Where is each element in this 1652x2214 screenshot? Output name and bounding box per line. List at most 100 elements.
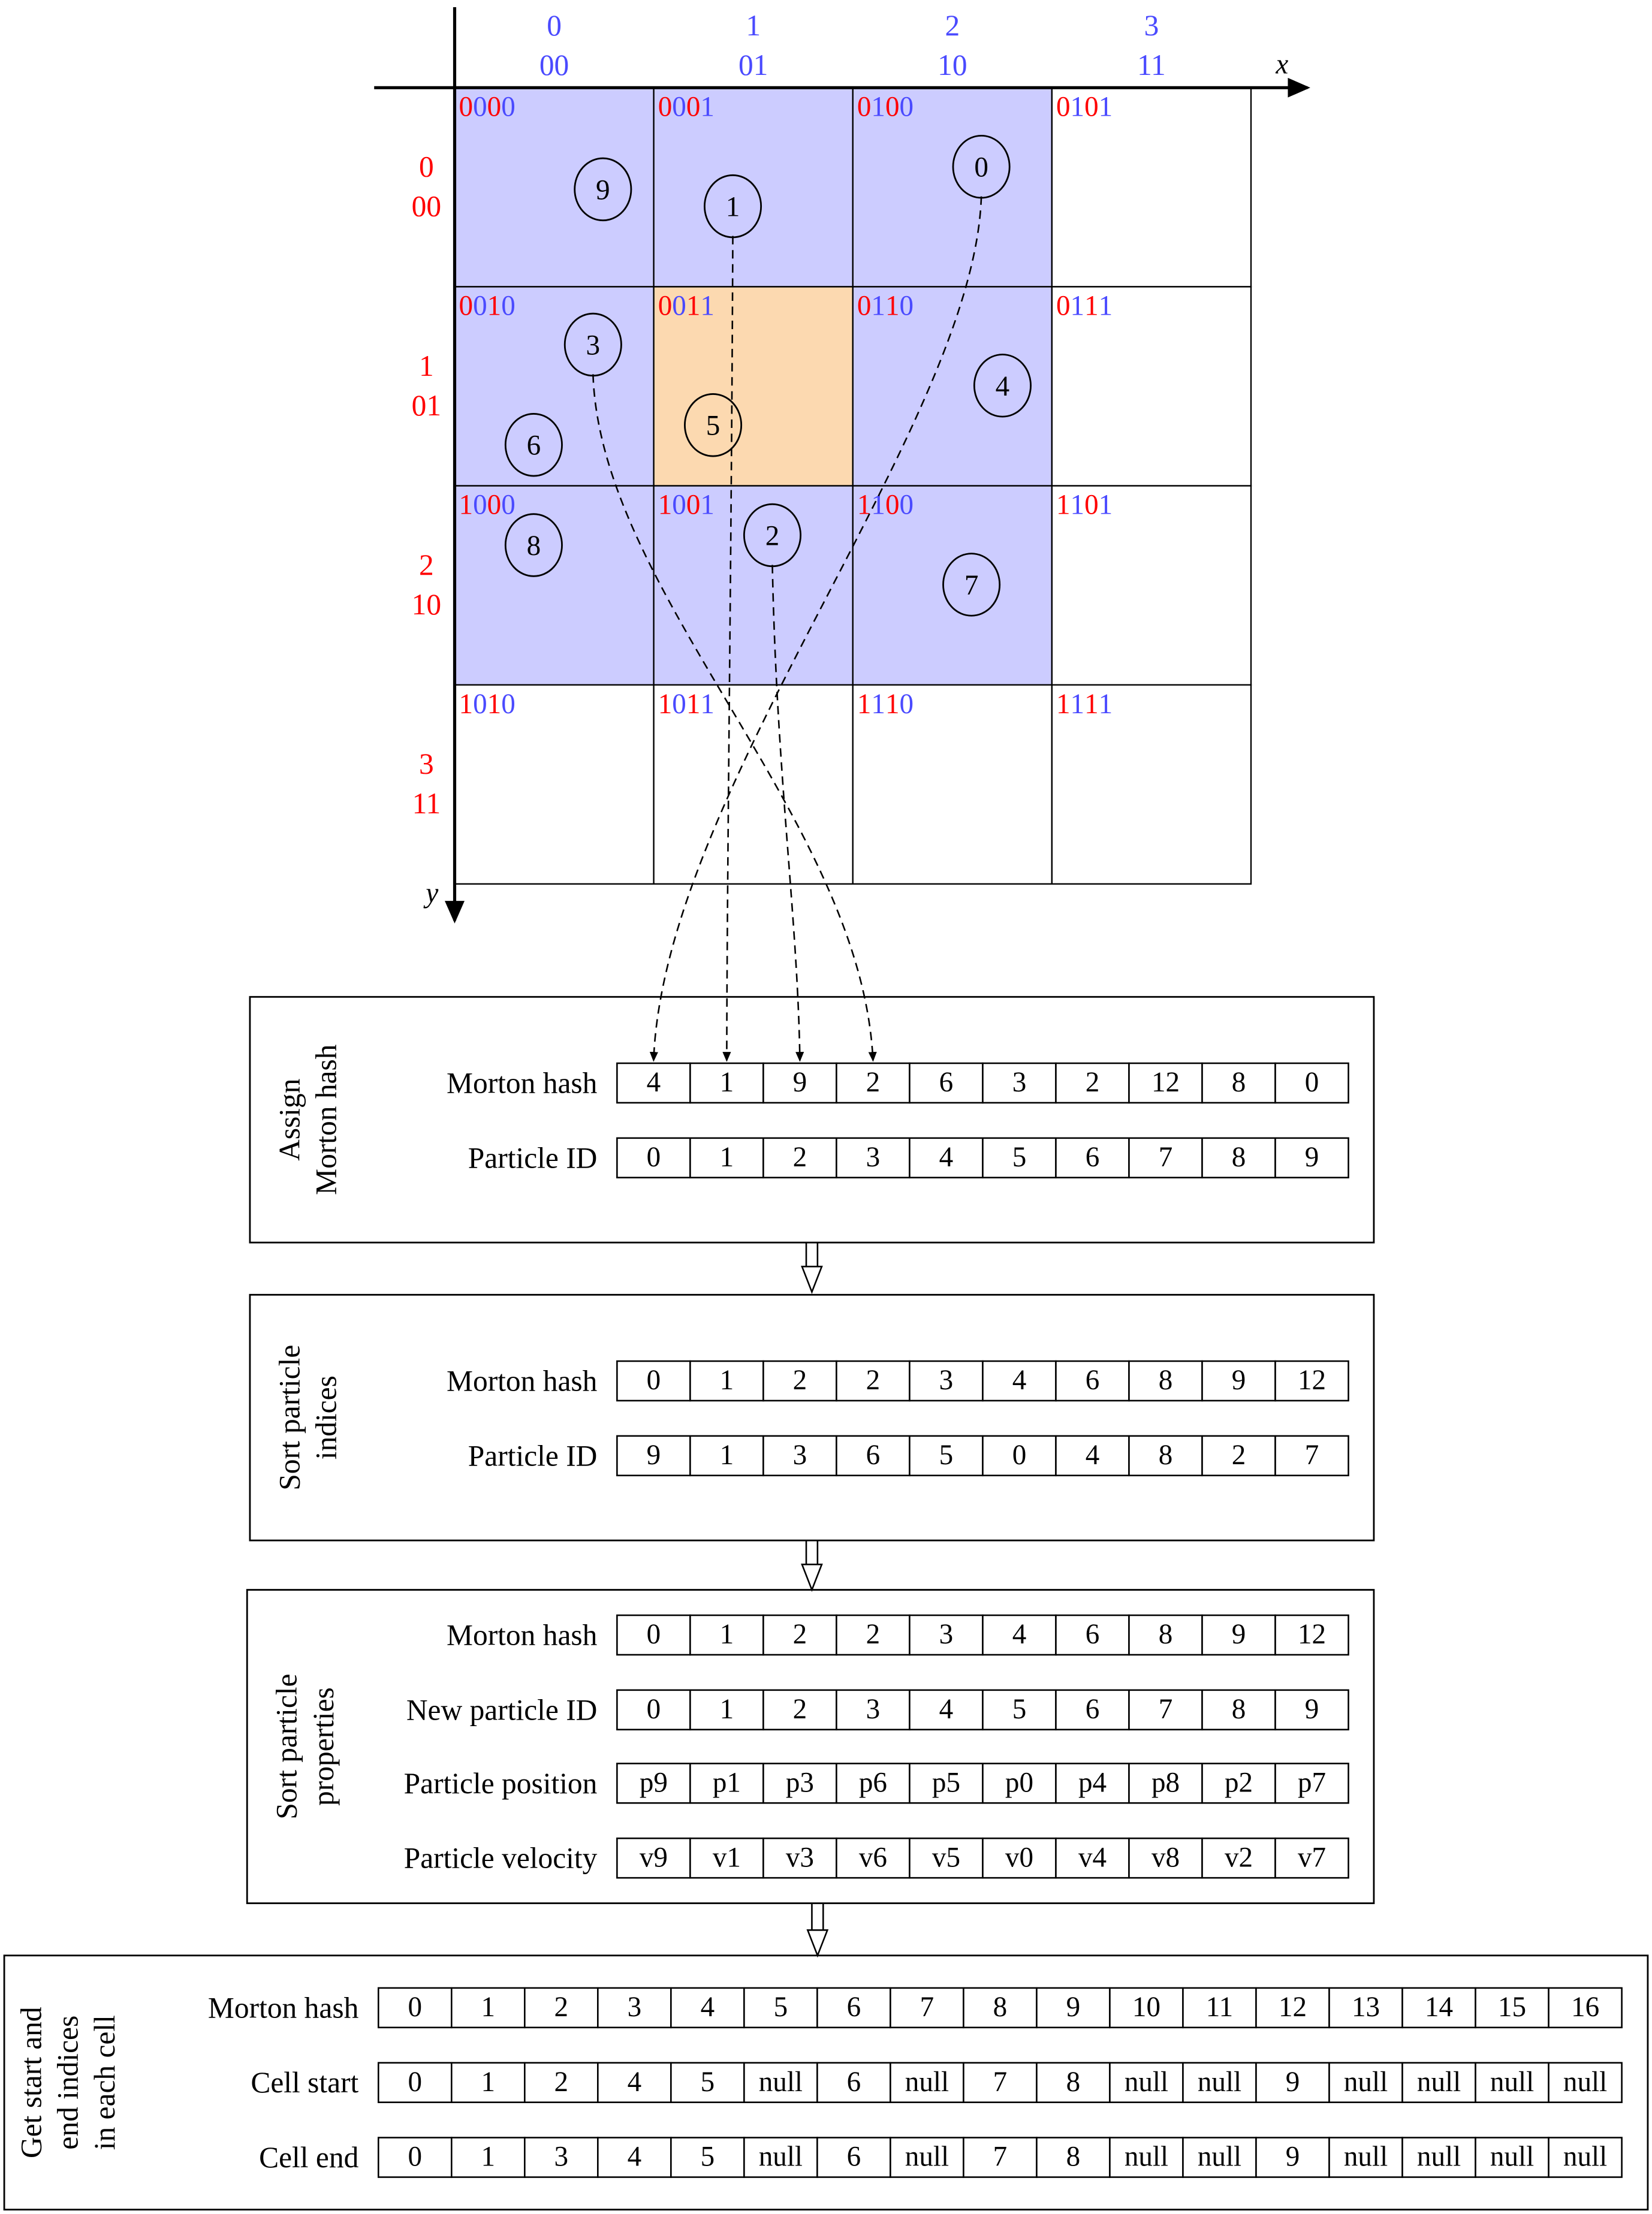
step-title: properties xyxy=(307,1687,340,1806)
particle: 5 xyxy=(684,393,743,457)
array-cell-value: v2 xyxy=(1225,1842,1253,1873)
x-bit: 1 xyxy=(871,91,885,122)
particle-circle xyxy=(743,503,802,568)
row-index-decimal: 1 xyxy=(419,349,434,382)
array-cell-value: 8 xyxy=(1159,1619,1173,1650)
array-cell-value: 12 xyxy=(1279,1992,1307,2023)
array-cell xyxy=(890,2062,964,2103)
array-cell-value: 8 xyxy=(1159,1440,1173,1471)
cell-morton-code: 1111 xyxy=(1056,689,1113,720)
array-cell-value: null xyxy=(1563,2067,1607,2098)
x-bit: 1 xyxy=(1099,291,1113,322)
array-cell xyxy=(1201,1062,1276,1104)
grid-cell xyxy=(454,286,655,487)
particle-circle xyxy=(952,134,1011,199)
array-cell xyxy=(909,1614,984,1656)
array-cell-value: 11 xyxy=(1206,1992,1233,2023)
array-cell-value: null xyxy=(1198,2067,1241,2098)
x-bit: 0 xyxy=(900,490,914,521)
array-cell-value: 6 xyxy=(1086,1619,1100,1650)
array-cell xyxy=(836,1062,911,1104)
row-index-decimal: 2 xyxy=(419,548,434,581)
array-cell xyxy=(1328,2062,1403,2103)
x-bit: 1 xyxy=(1099,490,1113,521)
array-cell xyxy=(1182,2062,1257,2103)
arrow-head xyxy=(801,1563,823,1592)
array-cell-value: 8 xyxy=(993,1992,1008,2023)
array-cell-value: 6 xyxy=(1086,1142,1100,1173)
x-bit: 0 xyxy=(900,689,914,720)
array-cell xyxy=(982,1360,1057,1402)
x-bit: 0 xyxy=(672,291,686,322)
particle: 6 xyxy=(504,413,563,477)
array-cell xyxy=(689,1689,764,1731)
x-bit: 1 xyxy=(871,490,885,521)
array-cell-value: 4 xyxy=(647,1067,661,1098)
row-index-decimal: 3 xyxy=(419,747,434,780)
row-index-binary: 00 xyxy=(412,190,441,223)
array-cell-value: 3 xyxy=(939,1619,954,1650)
cell-morton-code: 1001 xyxy=(658,490,715,521)
array-cell xyxy=(597,1987,672,2029)
cell-morton-code: 1100 xyxy=(857,490,914,521)
x-bit: 0 xyxy=(501,91,516,122)
array-cell xyxy=(1548,1987,1623,2029)
array-cell-value: 1 xyxy=(720,1142,734,1173)
array-cell-value: 0 xyxy=(408,1992,423,2023)
y-bit: 0 xyxy=(885,490,900,521)
array-cell-value: null xyxy=(1490,2067,1534,2098)
grid-cell xyxy=(653,485,854,686)
particle-circle xyxy=(684,393,743,457)
array-cell-value: null xyxy=(1563,2141,1607,2173)
y-bit: 0 xyxy=(885,91,900,122)
particle: 8 xyxy=(504,513,563,577)
particle-id: 6 xyxy=(527,430,541,461)
y-bit: 1 xyxy=(686,689,701,720)
array-cell-value: v9 xyxy=(640,1842,668,1873)
array-cell xyxy=(377,2137,453,2178)
step-panel: Assign Morton hash Morton hash 4 1 9 2 6 3 2 12 8 0P… xyxy=(249,996,1375,1244)
particle-circle xyxy=(504,513,563,577)
array-cell xyxy=(1548,2137,1623,2178)
y-bit: 0 xyxy=(686,91,701,122)
array-cell-value: 3 xyxy=(554,2141,569,2173)
array-cell xyxy=(909,1137,984,1179)
particle-id: 0 xyxy=(974,152,988,183)
array-cell xyxy=(816,2062,891,2103)
particle-id: 2 xyxy=(765,520,780,551)
array-cell xyxy=(1055,1837,1130,1879)
particle-circle xyxy=(973,354,1032,418)
array-cell-value: p2 xyxy=(1225,1767,1253,1798)
array-cell xyxy=(377,1987,453,2029)
column-index-decimal: 0 xyxy=(547,9,562,42)
array-cell-value: 9 xyxy=(1286,2067,1300,2098)
array-cell-value: 12 xyxy=(1298,1619,1326,1650)
array-cell-value: null xyxy=(905,2141,949,2173)
array-cell-value: null xyxy=(759,2067,803,2098)
row-label: Particle velocity xyxy=(404,1842,598,1875)
array-cell-value: 7 xyxy=(1159,1694,1173,1725)
particle-hash-arrow xyxy=(592,374,877,1062)
array-cell-value: 6 xyxy=(939,1067,954,1098)
array-cell-value: p0 xyxy=(1005,1767,1033,1798)
array-cell xyxy=(762,1614,837,1656)
x-bit: 0 xyxy=(473,490,487,521)
grid-cell xyxy=(1051,286,1252,487)
array-cell xyxy=(1328,1987,1403,2029)
array-cell-value: null xyxy=(1125,2141,1168,2173)
particle-id: 3 xyxy=(586,330,601,361)
y-bit: 1 xyxy=(487,291,502,322)
cell-morton-code: 0011 xyxy=(658,291,715,322)
array-cell xyxy=(616,1763,691,1804)
row-index-binary: 01 xyxy=(412,389,441,422)
array-cell-value: 2 xyxy=(793,1694,807,1725)
array-cell-value: 1 xyxy=(720,1694,734,1725)
array-cell xyxy=(743,1987,818,2029)
array-cell xyxy=(1201,1837,1276,1879)
array-cell-value: 6 xyxy=(847,2141,861,2173)
particle: 3 xyxy=(563,312,622,377)
y-bit: 0 xyxy=(1084,490,1099,521)
x-bit: 0 xyxy=(473,291,487,322)
x-bit: 0 xyxy=(672,689,686,720)
array-cell-value: null xyxy=(905,2067,949,2098)
